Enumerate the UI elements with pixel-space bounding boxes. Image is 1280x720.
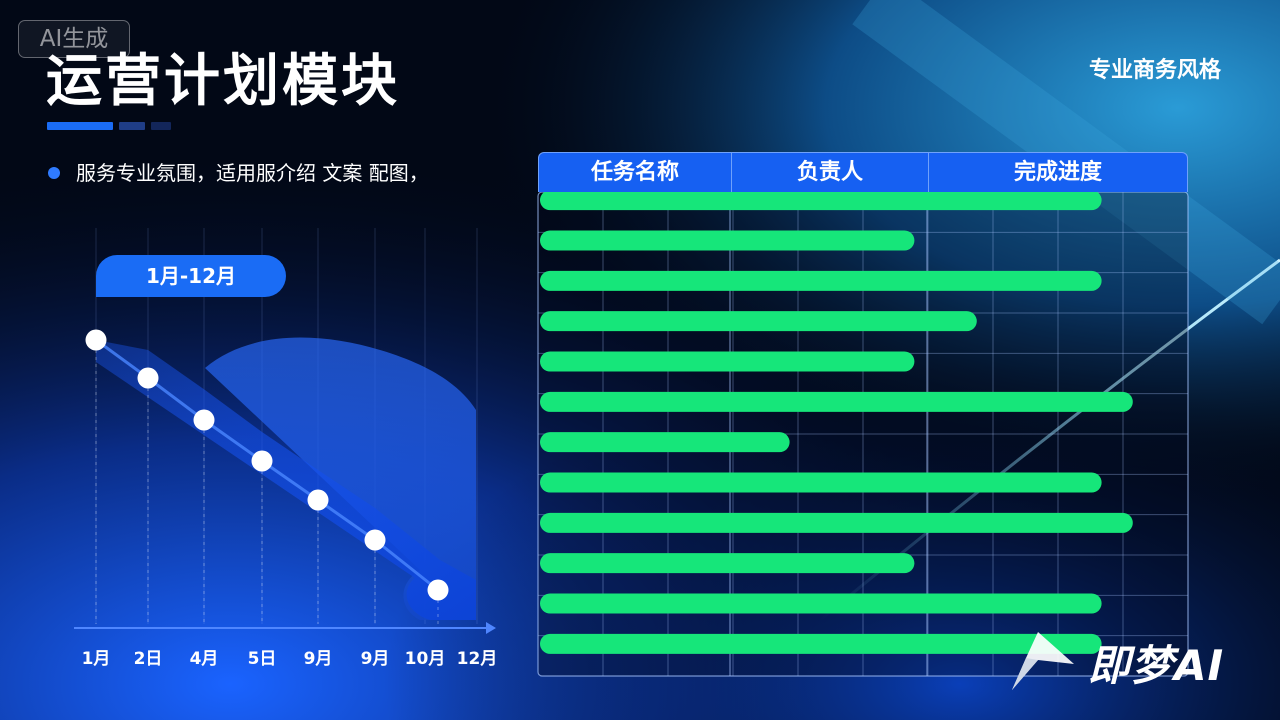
data-point [85,329,107,351]
data-point [251,450,273,472]
data-point [137,367,159,389]
x-tick-label: 9月 [304,649,333,669]
x-tick-label: 10月 [405,649,446,669]
x-tick-label: 5日 [248,649,277,669]
series-segment [261,459,319,502]
x-tick-label: 12月 [457,649,498,669]
progress-bar [540,593,1102,614]
series-segment [147,376,205,422]
progress-bar [540,230,915,251]
x-axis-arrow [486,622,496,634]
progress-bar [540,391,1133,412]
title-underline [47,122,177,130]
logo-text: 即梦AI [1088,641,1225,690]
progress-bar [540,633,1102,654]
progress-bar [540,432,790,453]
progress-bar [540,553,915,574]
header-task-name: 任务名称 [590,160,679,185]
page-title: 运营计划模块 [46,49,400,114]
series-segment [317,498,376,542]
series-segment [95,338,149,380]
style-tag: 专业商务风格 [1088,58,1221,83]
progress-table-header: 任务名称 负责人 完成进度 [538,152,1188,192]
x-tick-label: 2日 [134,649,163,669]
x-tick-label: 9月 [361,649,390,669]
progress-bar [540,190,1102,211]
header-progress: 完成进度 [928,153,1187,192]
bullet-dot [48,167,60,179]
progress-bar [540,311,977,332]
jimeng-logo-icon [1012,632,1074,690]
data-point [427,579,449,601]
data-point [193,409,215,431]
jimeng-logo: 即梦AI [1008,630,1268,694]
progress-bars [540,190,1133,654]
header-owner: 负责人 [731,153,928,192]
progress-bar [540,351,915,372]
bullet-text: 服务专业氛围，适用服介绍 文案 配图， [76,161,429,185]
progress-bar [540,512,1133,533]
chart-droplines [95,350,439,624]
ai-generated-badge: AI生成 [18,20,130,58]
data-point [364,529,386,551]
series-segment [203,418,263,463]
data-point [307,489,329,511]
range-label: 1月-12月 [96,255,286,297]
series-segment [374,538,439,592]
x-tick-label: 1月 [82,649,111,669]
progress-bar [540,472,1102,493]
progress-bar [540,270,1102,291]
x-tick-label: 4月 [190,649,219,669]
